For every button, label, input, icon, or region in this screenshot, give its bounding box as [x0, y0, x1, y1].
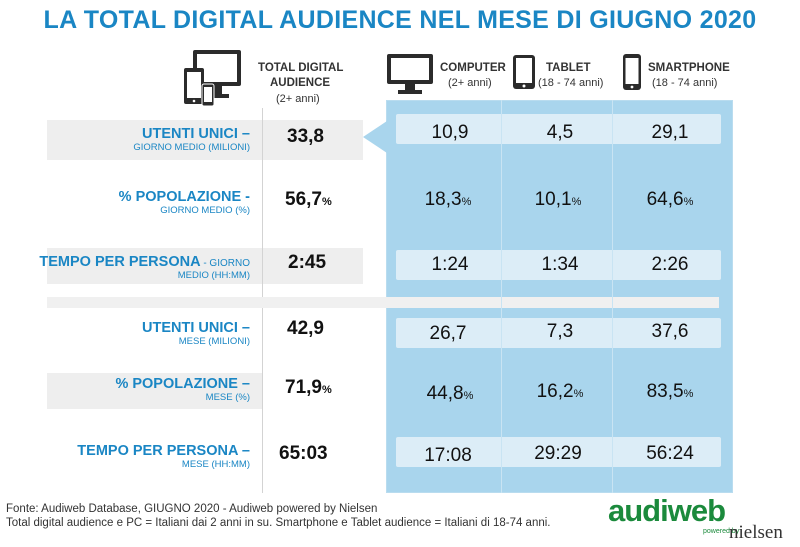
row-label-popolazione-mese: % POPOLAZIONE –	[115, 376, 250, 392]
monitor-icon	[386, 53, 434, 95]
row-sublabel: GIORNO MEDIO (%)	[160, 205, 250, 216]
row-sublabel: MESE (MILIONI)	[178, 336, 250, 347]
computer-value: 10,9	[431, 122, 469, 143]
header-total-label-1: TOTAL DIGITAL	[258, 62, 344, 74]
page-title: LA TOTAL DIGITAL AUDIENCE NEL MESE DI GI…	[43, 6, 757, 34]
panel-column-divider	[612, 100, 613, 493]
row-label-tempo-mese: TEMPO PER PERSONA –	[77, 443, 250, 459]
header-total-label-2: AUDIENCE	[270, 77, 331, 89]
row-background	[47, 373, 262, 409]
computer-value: 44,8%	[426, 383, 474, 404]
header-tablet-label: TABLET	[546, 62, 591, 74]
header-smartphone-sub: (18 - 74 anni)	[652, 77, 718, 89]
row-background	[47, 120, 262, 160]
row-label-tempo-giorno: TEMPO PER PERSONA - GIORNO	[39, 254, 250, 270]
smartphone-value: 2:26	[651, 254, 689, 275]
tablet-value: 4,5	[546, 122, 574, 143]
audience-note: Total digital audience e PC = Italiani d…	[6, 517, 551, 529]
tablet-icon	[512, 54, 536, 90]
total-value: 65:03	[279, 443, 328, 464]
nielsen-logo: nielsen	[729, 522, 783, 543]
devices-icon	[183, 48, 245, 108]
header-total-sub: (2+ anni)	[276, 93, 320, 105]
row-background	[263, 120, 363, 160]
row-label-utenti-unici-mese: UTENTI UNICI –	[142, 320, 250, 336]
row-sublabel: GIORNO MEDIO (MILIONI)	[133, 142, 250, 153]
header-computer-label: COMPUTER	[440, 62, 506, 74]
total-value: 71,9%	[285, 377, 332, 398]
row-background	[396, 318, 721, 348]
smartphone-value: 56:24	[646, 443, 694, 464]
smartphone-value: 64,6%	[646, 189, 694, 210]
total-value: 2:45	[288, 252, 327, 273]
smartphone-value: 83,5%	[646, 381, 694, 402]
row-label-popolazione-giorno: % POPOLAZIONE -	[118, 189, 250, 205]
tablet-value: 16,2%	[536, 381, 584, 402]
audiweb-logo: audiweb	[608, 493, 726, 528]
total-value: 42,9	[287, 318, 324, 339]
row-sublabel: MESE (%)	[205, 392, 250, 403]
row-background	[263, 248, 363, 284]
total-value: 33,8	[287, 126, 324, 147]
computer-value: 17:08	[424, 445, 472, 466]
panel-pointer	[363, 121, 387, 153]
tablet-value: 7,3	[546, 321, 574, 342]
tablet-value: 1:34	[541, 254, 579, 275]
powered-by-label: powered by	[703, 528, 740, 535]
device-breakdown-panel	[386, 100, 733, 493]
panel-column-divider	[501, 100, 502, 493]
tablet-value: 10,1%	[534, 189, 582, 210]
header-computer-sub: (2+ anni)	[448, 77, 492, 89]
row-sublabel: MEDIO (HH:MM)	[177, 270, 250, 281]
row-background	[47, 248, 262, 284]
header-smartphone-label: SMARTPHONE	[648, 62, 730, 74]
computer-value: 1:24	[431, 254, 469, 275]
smartphone-value: 29,1	[651, 122, 689, 143]
total-value: 56,7%	[285, 189, 332, 210]
smartphone-icon	[622, 53, 642, 91]
row-label-utenti-unici-giorno: UTENTI UNICI –	[142, 126, 250, 142]
row-background	[396, 114, 721, 144]
row-background	[396, 250, 721, 280]
header-tablet-sub: (18 - 74 anni)	[538, 77, 604, 89]
computer-value: 26,7	[429, 323, 467, 344]
smartphone-value: 37,6	[651, 321, 689, 342]
computer-value: 18,3%	[424, 189, 472, 210]
row-background	[396, 437, 721, 467]
section-separator	[47, 297, 719, 308]
row-sublabel: MESE (HH:MM)	[181, 459, 250, 470]
source-note: Fonte: Audiweb Database, GIUGNO 2020 - A…	[6, 503, 378, 515]
tablet-value: 29:29	[534, 443, 582, 464]
